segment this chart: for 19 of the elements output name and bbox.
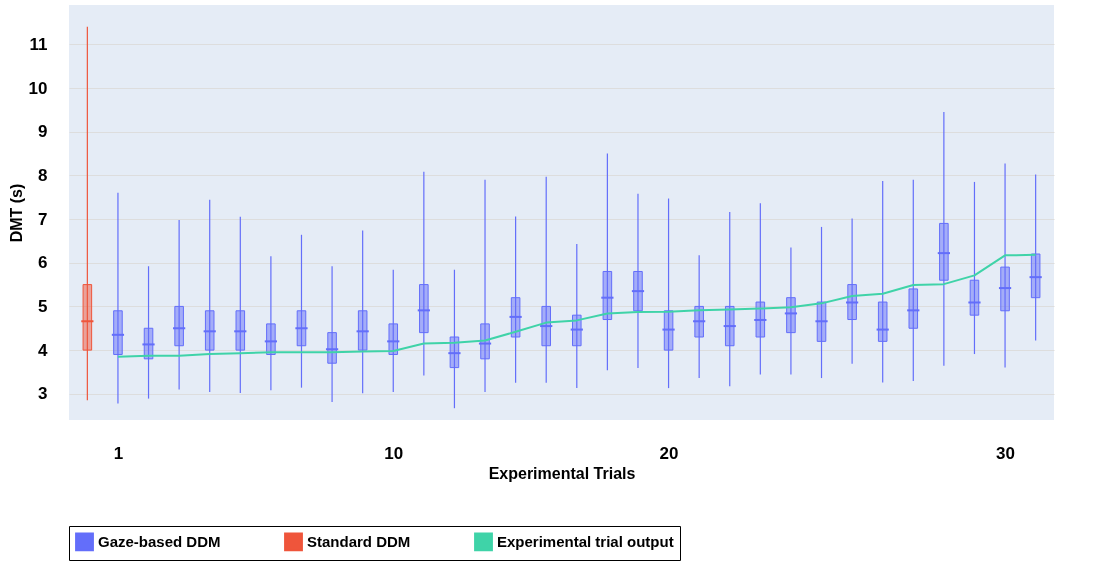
y-tick-label: 7 <box>38 209 48 229</box>
x-axis-title: Experimental Trials <box>488 464 636 482</box>
y-tick-label: 11 <box>29 34 48 54</box>
legend-label: Experimental trial output <box>497 532 674 550</box>
y-tick-label: 9 <box>38 122 48 142</box>
y-tick-label: 4 <box>38 340 49 360</box>
y-tick-label: 5 <box>38 296 48 316</box>
x-tick-label: 30 <box>996 443 1016 463</box>
x-tick-label: 10 <box>384 443 404 463</box>
y-tick-label: 10 <box>28 78 48 98</box>
y-tick-label: 3 <box>38 384 48 404</box>
y-axis-title: DMT (s) <box>7 183 25 243</box>
legend-label: Standard DDM <box>307 532 411 550</box>
legend-label: Gaze-based DDM <box>98 532 221 550</box>
y-tick-label: 6 <box>38 253 48 273</box>
x-tick-label: 1 <box>113 443 124 463</box>
line-series <box>116 253 1037 358</box>
y-tick-label: 8 <box>38 165 48 185</box>
x-tick-label: 20 <box>659 443 679 463</box>
